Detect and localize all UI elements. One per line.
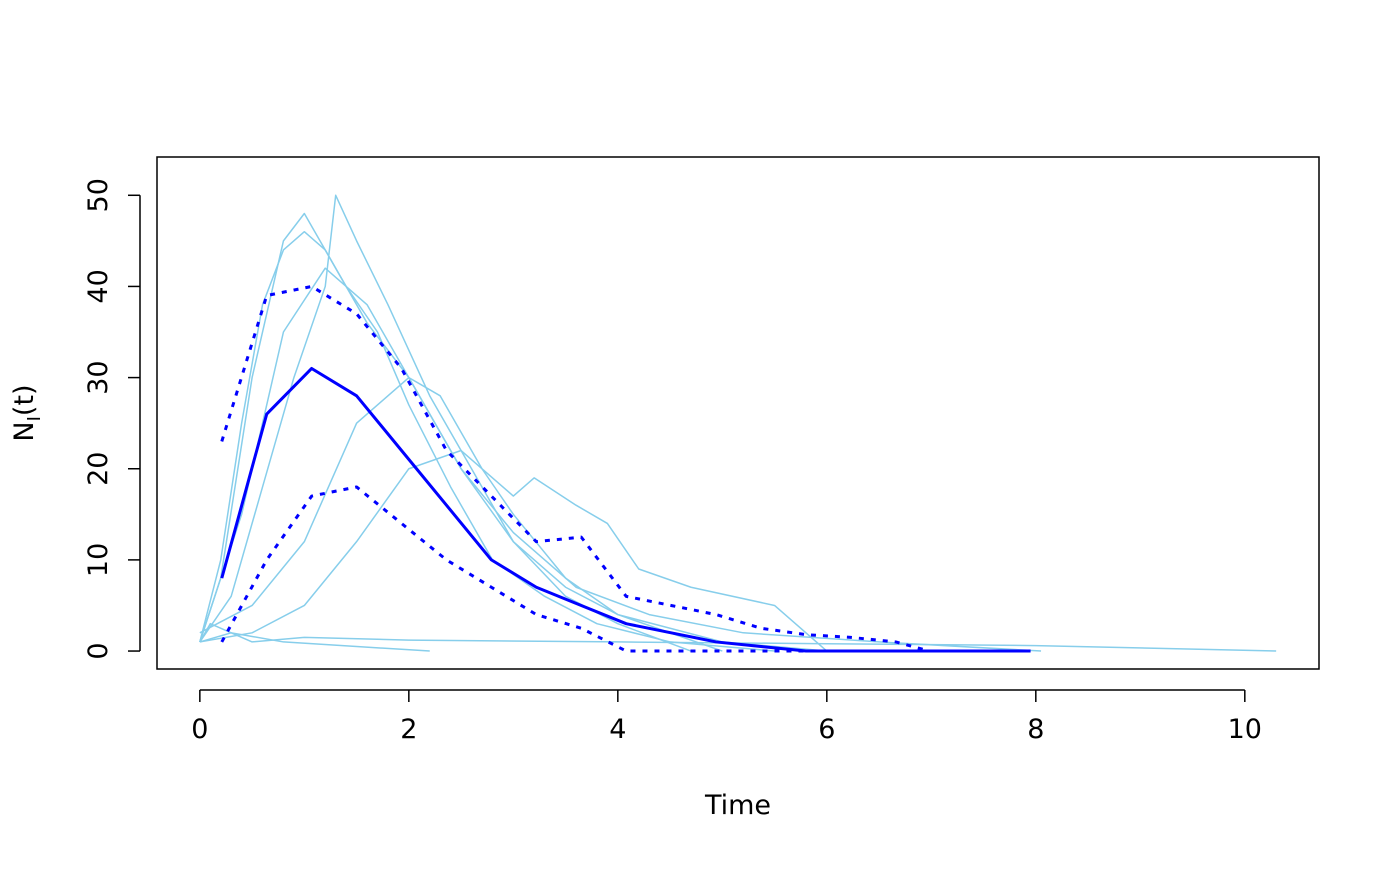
y-tick-label: 40 [83,269,114,303]
x-tick-label: 0 [191,714,208,745]
y-tick-label: 20 [83,452,114,486]
y-tick-label: 50 [83,178,114,212]
x-tick-label: 4 [609,714,626,745]
x-tick-label: 10 [1228,714,1262,745]
x-tick-label: 8 [1027,714,1044,745]
y-tick-label: 10 [83,543,114,577]
y-label-main: N [9,421,40,441]
y-label-rest: (t) [9,384,40,416]
series-line [199,632,430,652]
series-line [199,449,828,652]
x-tick-label: 2 [400,714,417,745]
y-axis-label: NI(t) [9,384,45,441]
plot-lines [199,194,1277,653]
y-tick-label: 0 [83,642,114,659]
y-tick-label: 30 [83,360,114,394]
y-label-sub: I [24,416,45,421]
plot-frame [156,156,1320,670]
series-line [199,194,827,652]
x-tick-label: 6 [818,714,835,745]
x-axis-label: Time [704,790,771,821]
series-line [199,376,723,652]
series-line [199,230,775,652]
series-line [220,284,930,653]
